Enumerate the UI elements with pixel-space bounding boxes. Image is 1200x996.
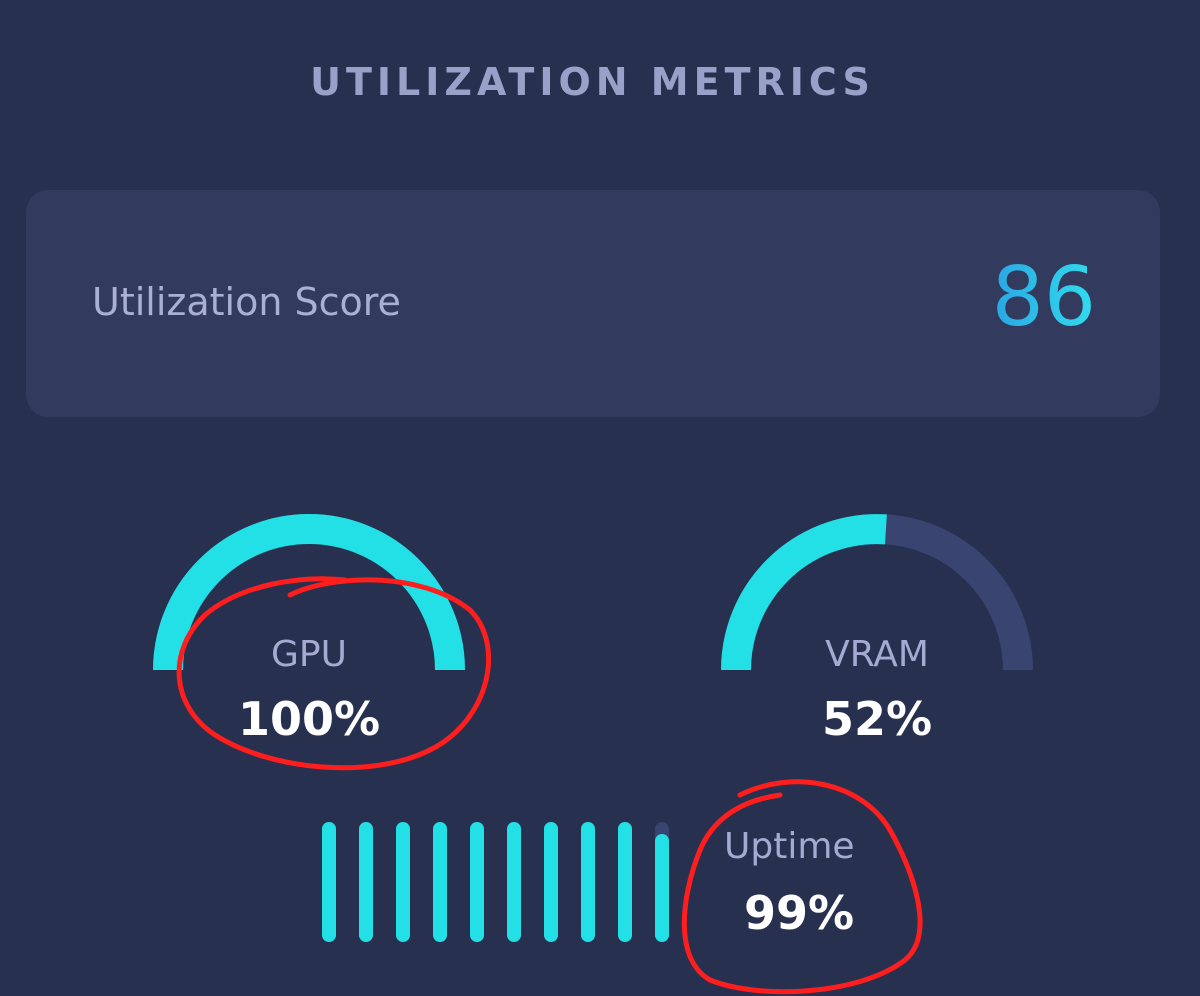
uptime-bar	[359, 822, 373, 942]
uptime-value: 99%	[744, 886, 855, 940]
page-title: UTILIZATION METRICS	[310, 60, 875, 104]
uptime-label: Uptime	[724, 826, 855, 867]
uptime-bar	[470, 822, 484, 942]
gpu-gauge-label: GPU	[271, 634, 347, 675]
gpu-gauge-value: 100%	[237, 692, 381, 746]
utilization-score-card: Utilization Score 86	[26, 190, 1160, 417]
vram-gauge	[721, 514, 1033, 671]
gpu-gauge-fill	[153, 514, 465, 671]
vram-gauge-label: VRAM	[825, 634, 929, 675]
uptime-bar	[507, 822, 521, 942]
uptime-bar	[396, 822, 410, 942]
gpu-annotation-circle	[176, 576, 492, 771]
vram-gauge-fill	[721, 514, 1033, 671]
gpu-gauge	[153, 514, 465, 671]
utilization-score-value: 86	[991, 250, 1096, 345]
uptime-bar	[322, 822, 336, 942]
uptime-bar	[581, 822, 595, 942]
uptime-bar	[618, 822, 632, 942]
uptime-bar	[655, 834, 669, 942]
uptime-bar	[433, 822, 447, 942]
uptime-bars	[322, 822, 669, 942]
vram-gauge-value: 52%	[821, 692, 933, 746]
uptime-annotation-circle	[681, 779, 923, 995]
uptime-bar	[544, 822, 558, 942]
utilization-score-label: Utilization Score	[92, 280, 401, 324]
